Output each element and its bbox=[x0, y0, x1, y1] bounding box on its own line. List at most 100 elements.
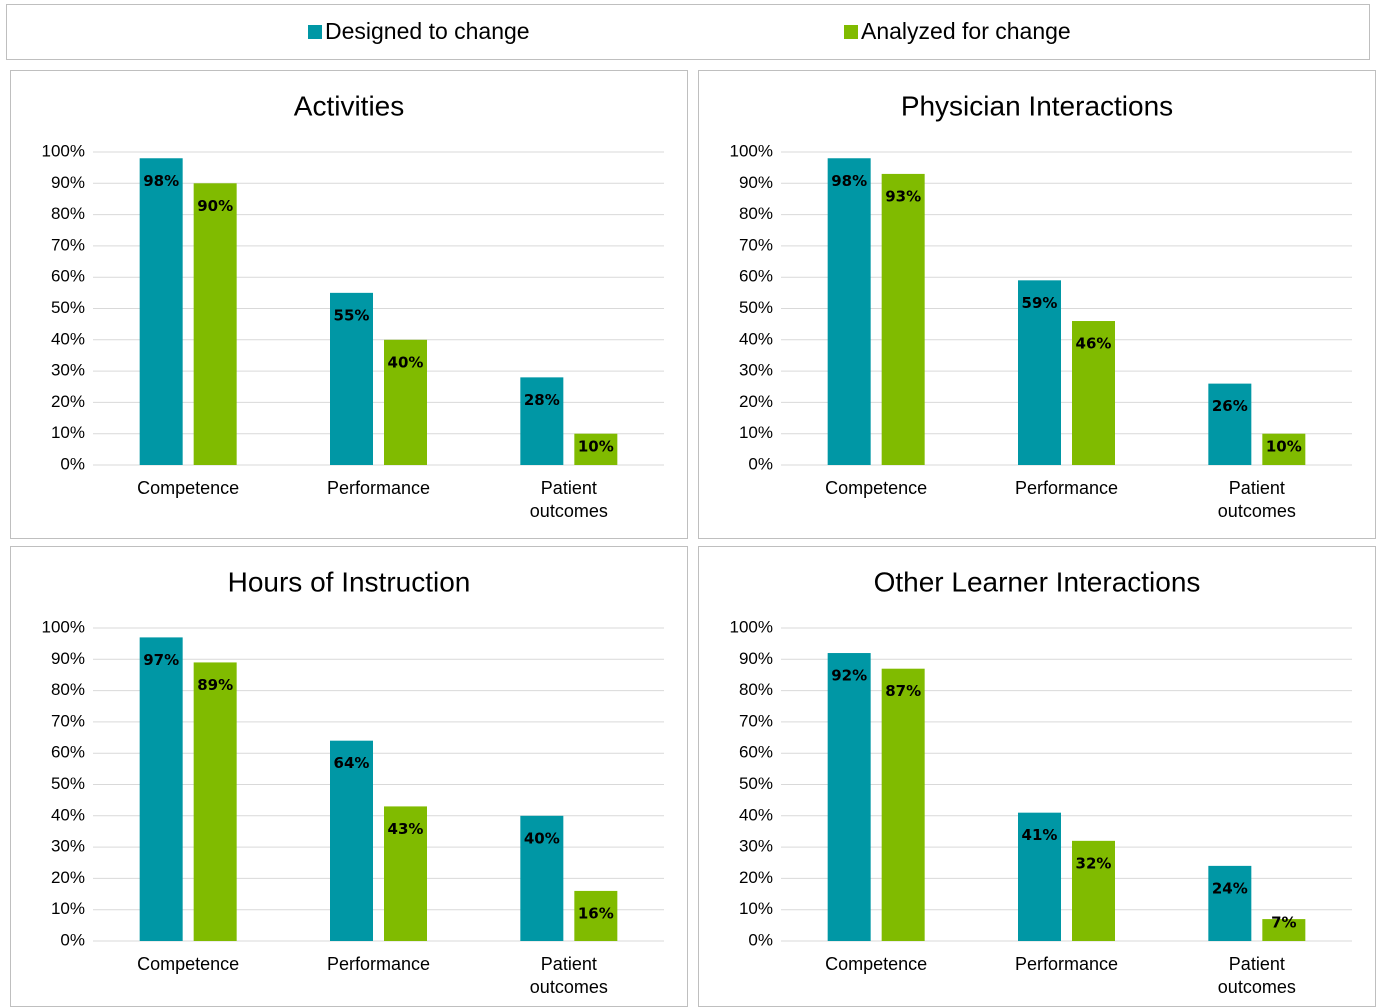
chart-title: Physician Interactions bbox=[901, 90, 1173, 121]
x-tick-label: Performance bbox=[327, 954, 430, 974]
y-tick-label: 10% bbox=[51, 423, 85, 442]
y-tick-label: 20% bbox=[51, 392, 85, 411]
bar bbox=[574, 433, 618, 465]
bar bbox=[881, 668, 925, 941]
chart-title: Other Learner Interactions bbox=[874, 566, 1201, 597]
bar bbox=[384, 806, 427, 941]
legend-label: Designed to change bbox=[325, 18, 530, 44]
y-tick-label: 20% bbox=[51, 868, 85, 887]
bar bbox=[1208, 383, 1252, 465]
bar bbox=[1072, 321, 1115, 465]
bar bbox=[520, 377, 564, 465]
value-label: 55% bbox=[334, 306, 370, 324]
value-label: 93% bbox=[885, 187, 921, 205]
y-tick-label: 80% bbox=[51, 680, 85, 699]
bar bbox=[1208, 865, 1252, 941]
x-tick-label: Performance bbox=[1015, 478, 1118, 498]
y-tick-label: 40% bbox=[51, 805, 85, 824]
value-label: 98% bbox=[831, 172, 867, 190]
y-tick-label: 80% bbox=[51, 204, 85, 223]
bar bbox=[827, 653, 871, 941]
bar bbox=[1072, 840, 1115, 941]
value-label: 28% bbox=[524, 391, 560, 409]
bar bbox=[574, 890, 618, 941]
bar bbox=[1262, 919, 1306, 941]
x-tick-label: Performance bbox=[1015, 954, 1118, 974]
x-tick-label: Patient outcomes bbox=[530, 478, 608, 521]
bar bbox=[1018, 280, 1061, 465]
y-tick-label: 40% bbox=[51, 329, 85, 348]
y-tick-label: 100% bbox=[730, 141, 773, 160]
y-tick-label: 70% bbox=[739, 235, 773, 254]
y-tick-label: 20% bbox=[739, 868, 773, 887]
x-tick-label: Patient outcomes bbox=[1218, 478, 1296, 521]
y-tick-label: 100% bbox=[730, 617, 773, 636]
legend-label: Analyzed for change bbox=[861, 18, 1071, 44]
x-tick-label: Competence bbox=[137, 478, 239, 498]
bar bbox=[139, 637, 183, 941]
legend-swatch bbox=[308, 25, 322, 39]
value-label: 87% bbox=[885, 682, 921, 700]
bar bbox=[193, 183, 237, 466]
value-label: 40% bbox=[388, 353, 424, 371]
chart-title: Hours of Instruction bbox=[228, 566, 471, 597]
y-tick-label: 0% bbox=[60, 454, 85, 473]
y-tick-label: 100% bbox=[42, 141, 85, 160]
value-label: 16% bbox=[578, 904, 614, 922]
value-label: 98% bbox=[143, 172, 179, 190]
chart-title: Activities bbox=[294, 90, 404, 121]
y-tick-label: 50% bbox=[739, 298, 773, 317]
y-tick-label: 0% bbox=[60, 930, 85, 949]
y-tick-label: 90% bbox=[51, 649, 85, 668]
y-tick-label: 10% bbox=[51, 899, 85, 918]
value-label: 64% bbox=[334, 754, 370, 772]
value-label: 10% bbox=[1266, 438, 1302, 456]
y-tick-label: 80% bbox=[739, 680, 773, 699]
y-tick-label: 0% bbox=[748, 454, 773, 473]
y-tick-label: 50% bbox=[51, 774, 85, 793]
y-tick-label: 100% bbox=[42, 617, 85, 636]
value-label: 59% bbox=[1022, 294, 1058, 312]
legend-swatch bbox=[844, 25, 858, 39]
value-label: 32% bbox=[1076, 854, 1112, 872]
value-label: 10% bbox=[578, 438, 614, 456]
value-label: 90% bbox=[197, 197, 233, 215]
y-tick-label: 70% bbox=[51, 235, 85, 254]
bar bbox=[330, 292, 373, 465]
value-label: 89% bbox=[197, 676, 233, 694]
value-label: 26% bbox=[1212, 397, 1248, 415]
bar bbox=[330, 740, 373, 941]
y-tick-label: 50% bbox=[51, 298, 85, 317]
y-tick-label: 80% bbox=[739, 204, 773, 223]
y-tick-label: 30% bbox=[739, 361, 773, 380]
bar bbox=[881, 173, 925, 465]
bar bbox=[827, 158, 871, 465]
bar bbox=[193, 662, 237, 941]
y-tick-label: 30% bbox=[739, 837, 773, 856]
x-tick-label: Competence bbox=[825, 954, 927, 974]
value-label: 97% bbox=[143, 651, 179, 669]
y-tick-label: 40% bbox=[739, 805, 773, 824]
value-label: 92% bbox=[831, 667, 867, 685]
value-label: 43% bbox=[388, 820, 424, 838]
value-label: 40% bbox=[524, 829, 560, 847]
bar bbox=[139, 158, 183, 465]
y-tick-label: 30% bbox=[51, 837, 85, 856]
y-tick-label: 50% bbox=[739, 774, 773, 793]
bar bbox=[520, 815, 564, 941]
y-tick-label: 40% bbox=[739, 329, 773, 348]
y-tick-label: 60% bbox=[51, 743, 85, 762]
y-tick-label: 60% bbox=[51, 267, 85, 286]
x-tick-label: Performance bbox=[327, 478, 430, 498]
y-tick-label: 60% bbox=[739, 267, 773, 286]
x-tick-label: Competence bbox=[825, 478, 927, 498]
value-label: 46% bbox=[1076, 335, 1112, 353]
value-label: 41% bbox=[1022, 826, 1058, 844]
bar bbox=[384, 339, 427, 465]
value-label: 24% bbox=[1212, 879, 1248, 897]
x-tick-label: Patient outcomes bbox=[1218, 954, 1296, 997]
y-tick-label: 70% bbox=[51, 711, 85, 730]
y-tick-label: 10% bbox=[739, 899, 773, 918]
x-tick-label: Patient outcomes bbox=[530, 954, 608, 997]
